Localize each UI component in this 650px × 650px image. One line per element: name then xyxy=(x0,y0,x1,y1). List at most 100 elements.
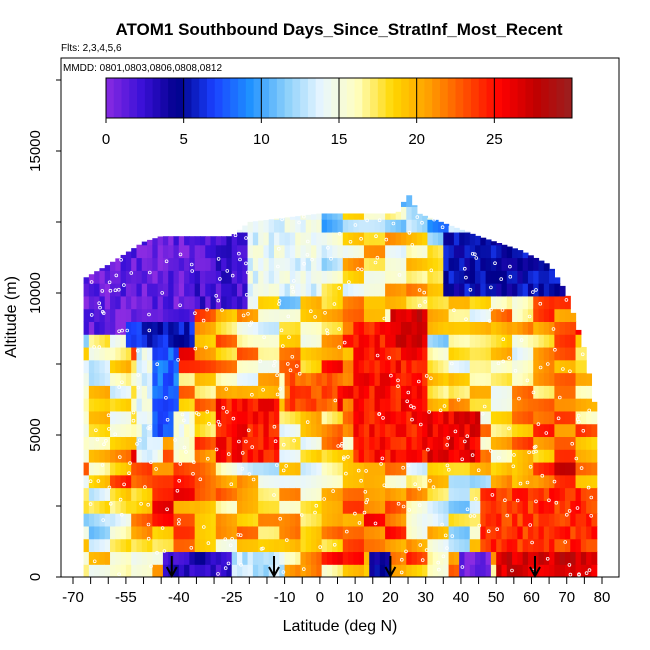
heat-cell xyxy=(284,461,291,476)
heat-cell xyxy=(527,525,534,540)
heat-cell xyxy=(348,334,354,348)
colorbar-segment xyxy=(362,78,371,118)
heat-cell xyxy=(274,359,280,374)
heat-cell xyxy=(242,449,249,463)
heat-cell xyxy=(570,474,577,489)
colorbar-segment xyxy=(106,78,115,118)
heat-cell xyxy=(406,449,413,463)
heat-cell xyxy=(221,346,228,361)
heat-cell xyxy=(485,270,492,284)
heat-cell xyxy=(141,500,148,514)
heat-cell xyxy=(469,346,476,361)
heat-cell xyxy=(268,295,275,310)
heat-cell xyxy=(157,538,164,553)
heat-cell xyxy=(215,525,222,540)
heat-cell xyxy=(496,334,503,348)
heat-cell xyxy=(136,372,143,386)
heat-cell xyxy=(236,308,243,322)
heat-cell xyxy=(427,564,434,577)
heat-cell xyxy=(252,449,259,463)
heat-cell xyxy=(591,538,598,553)
heat-cell xyxy=(136,461,143,476)
heat-cell xyxy=(300,257,307,271)
heat-cell xyxy=(427,283,434,297)
sample-point xyxy=(205,307,209,312)
heat-cell xyxy=(490,270,497,284)
heat-cell xyxy=(120,513,127,527)
heat-cell xyxy=(369,538,376,553)
heat-cell xyxy=(168,513,175,527)
colorbar-segment xyxy=(346,78,356,118)
heat-cell xyxy=(448,334,455,348)
heat-cell xyxy=(459,423,466,438)
heat-cell xyxy=(210,436,217,450)
heat-cell xyxy=(258,410,265,425)
heat-cell xyxy=(427,398,434,412)
heat-cell xyxy=(469,244,476,259)
heat-cell xyxy=(564,410,571,425)
heat-cell xyxy=(416,244,423,259)
heat-cell xyxy=(258,449,265,463)
sample-point xyxy=(401,504,406,509)
sample-point xyxy=(341,457,346,461)
heat-cell xyxy=(369,321,376,335)
heat-cell xyxy=(215,487,222,501)
heat-cell xyxy=(252,461,259,476)
heat-cell xyxy=(580,487,587,501)
heat-cell xyxy=(459,398,466,412)
heat-cell xyxy=(125,251,132,259)
heat-cell xyxy=(374,513,381,527)
sample-point xyxy=(178,252,183,257)
heat-cell xyxy=(448,513,455,527)
heat-cell xyxy=(411,398,418,412)
heat-cell xyxy=(385,213,391,220)
sample-point xyxy=(272,363,276,368)
heat-cell xyxy=(543,346,550,361)
heat-cell xyxy=(432,270,439,284)
heat-cell xyxy=(427,231,434,246)
heat-cell xyxy=(110,564,116,577)
heat-cell xyxy=(438,398,444,412)
heat-cell xyxy=(173,346,180,361)
heat-cell xyxy=(284,283,291,297)
heat-cell xyxy=(289,436,296,450)
heat-cell xyxy=(205,513,212,527)
heat-cell xyxy=(506,295,513,310)
heat-cell xyxy=(168,257,175,271)
sample-point xyxy=(217,422,222,427)
heat-cell xyxy=(104,265,111,271)
sample-point xyxy=(297,220,301,225)
heat-cell xyxy=(527,474,534,489)
heat-cell xyxy=(564,461,571,476)
heat-cell xyxy=(311,513,317,527)
sample-point xyxy=(96,479,101,483)
heat-cell xyxy=(427,244,434,259)
heat-cell xyxy=(422,334,429,348)
heat-cell xyxy=(374,449,381,463)
heat-cell xyxy=(263,461,270,476)
heat-cell xyxy=(125,487,132,501)
heat-cell xyxy=(385,334,391,348)
heat-cell xyxy=(120,410,127,425)
heat-cell xyxy=(464,308,471,322)
heat-cell xyxy=(348,295,354,310)
heat-cell xyxy=(390,385,397,399)
heat-cell xyxy=(575,423,582,438)
heat-cell xyxy=(316,525,323,540)
heat-cell xyxy=(311,372,317,386)
heat-cell xyxy=(395,474,402,489)
heat-cell xyxy=(480,270,487,284)
heat-cell xyxy=(586,564,593,577)
heat-cell xyxy=(210,525,217,540)
heat-cell xyxy=(469,233,476,246)
heat-cell xyxy=(268,219,275,233)
heat-cell xyxy=(305,423,312,438)
sample-point xyxy=(589,495,594,500)
heat-cell xyxy=(279,513,286,527)
heat-cell xyxy=(295,231,302,246)
heat-cell xyxy=(157,410,164,425)
heat-cell xyxy=(215,257,222,271)
heat-cell xyxy=(226,423,233,438)
heat-cell xyxy=(464,538,471,553)
sample-point xyxy=(337,286,342,290)
